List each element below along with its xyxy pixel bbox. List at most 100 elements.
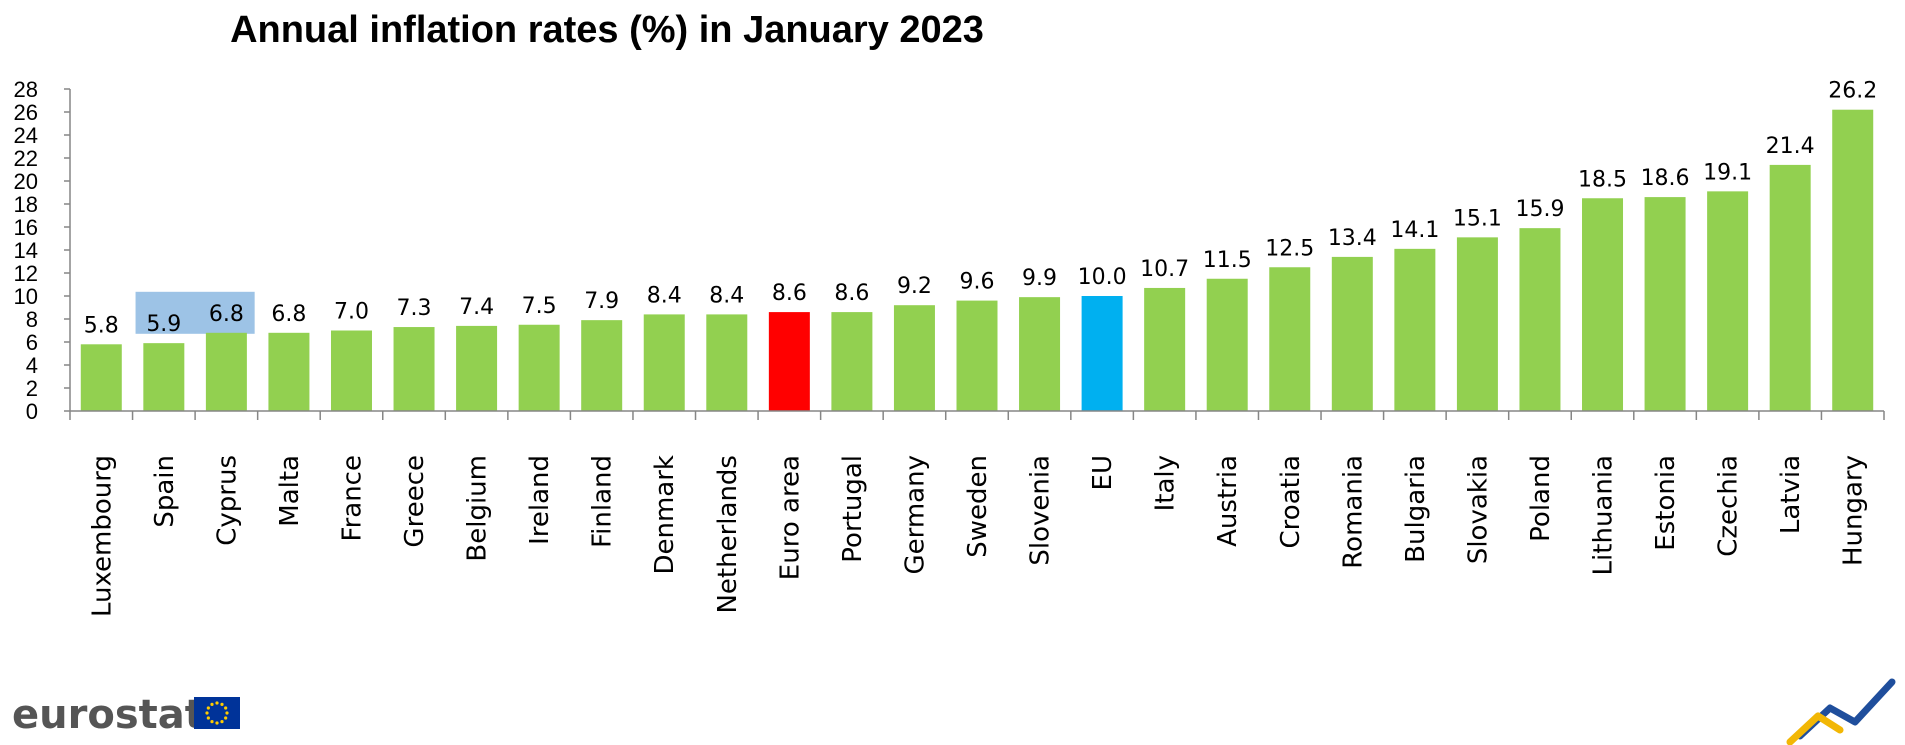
- bar: [706, 314, 748, 411]
- bar: [80, 344, 122, 411]
- category-label: Latvia: [1776, 455, 1806, 534]
- y-tick-label: 22: [14, 146, 38, 171]
- y-tick-label: 18: [14, 192, 38, 217]
- data-label: 15.9: [1515, 197, 1564, 222]
- y-tick-label: 16: [14, 215, 38, 240]
- bar: [205, 332, 247, 411]
- eu-star: [225, 711, 229, 715]
- category-label: Austria: [1213, 455, 1243, 547]
- category-label: Italy: [1151, 455, 1181, 511]
- data-label: 6.8: [209, 302, 244, 327]
- eu-star: [215, 701, 219, 705]
- bar: [268, 332, 310, 411]
- bar: [1456, 237, 1498, 411]
- bar: [1769, 164, 1811, 411]
- data-label: 9.9: [1022, 266, 1057, 291]
- bar: [581, 320, 623, 411]
- data-label: 7.4: [459, 295, 494, 320]
- category-label: Belgium: [463, 455, 493, 562]
- category-label: Ireland: [525, 455, 555, 545]
- y-tick-label: 6: [26, 330, 38, 355]
- eu-star: [220, 702, 224, 706]
- highlight-layer: [135, 291, 255, 334]
- data-label: 13.4: [1328, 226, 1377, 251]
- data-label: 18.6: [1641, 166, 1690, 191]
- bar: [1269, 267, 1311, 411]
- data-label: 8.4: [647, 283, 682, 308]
- data-label: 7.5: [522, 294, 557, 319]
- eu-star: [224, 716, 228, 720]
- category-label: Portugal: [838, 455, 868, 563]
- y-tick-label: 10: [14, 284, 38, 309]
- eu-star: [215, 721, 219, 725]
- data-label: 10.7: [1140, 257, 1189, 282]
- bar: [1644, 197, 1686, 411]
- category-label: Hungary: [1839, 455, 1869, 566]
- category-label: Malta: [275, 455, 305, 527]
- data-label: 5.8: [84, 313, 119, 338]
- data-label: 11.5: [1203, 248, 1252, 273]
- bar: [768, 312, 810, 411]
- y-tick-label: 26: [14, 100, 38, 125]
- bar: [893, 305, 935, 411]
- bar: [1081, 296, 1123, 411]
- y-tick-label: 28: [14, 77, 38, 102]
- eu-star: [224, 706, 228, 710]
- chart-title: Annual inflation rates (%) in January 20…: [230, 9, 984, 51]
- category-label: Croatia: [1276, 455, 1306, 548]
- bar: [831, 312, 873, 411]
- category-label: Denmark: [650, 455, 680, 575]
- bar: [643, 314, 685, 411]
- data-label: 14.1: [1390, 218, 1439, 243]
- category-label: Sweden: [963, 455, 993, 558]
- bar: [393, 327, 435, 411]
- eurostat-logo-text: eurostat: [12, 692, 204, 738]
- category-label: Spain: [150, 455, 180, 528]
- y-tick-label: 2: [26, 376, 38, 401]
- y-tick-label: 8: [26, 307, 38, 332]
- eu-star: [206, 716, 210, 720]
- corner-decoration-icon: [1786, 678, 1896, 745]
- data-label: 19.1: [1703, 160, 1752, 185]
- corner-line-yellow: [1786, 712, 1844, 745]
- bar: [1707, 191, 1749, 411]
- y-tick-label: 20: [14, 169, 38, 194]
- category-label: Germany: [900, 455, 930, 575]
- category-labels-layer: Luxembourg Spain Cyprus Malta France Greece Be…: [87, 455, 1868, 617]
- eu-star: [210, 720, 214, 724]
- data-label: 18.5: [1578, 167, 1627, 192]
- corner-line-blue: [1796, 678, 1896, 740]
- data-label: 5.9: [146, 312, 181, 337]
- category-label: Slovakia: [1463, 455, 1493, 564]
- bar: [1519, 228, 1561, 411]
- eu-star: [206, 706, 210, 710]
- data-label: 8.6: [834, 281, 869, 306]
- category-label: Slovenia: [1026, 455, 1056, 566]
- bar: [1019, 297, 1061, 411]
- eurostat-logo: eurostat: [12, 692, 240, 738]
- data-label: 7.0: [334, 300, 369, 325]
- data-label: 9.2: [897, 274, 932, 299]
- y-tick-label: 24: [14, 123, 38, 148]
- category-label: Netherlands: [713, 455, 743, 614]
- bar: [1394, 248, 1436, 411]
- category-label: Luxembourg: [87, 455, 117, 617]
- bar: [956, 300, 998, 411]
- data-label: 10.0: [1078, 265, 1127, 290]
- category-label: Czechia: [1714, 455, 1744, 557]
- category-label: Lithuania: [1589, 455, 1619, 575]
- category-label: Greece: [400, 455, 430, 548]
- bars-layer: [80, 109, 1874, 411]
- category-label: France: [337, 455, 367, 541]
- bar: [1144, 287, 1186, 411]
- data-label: 21.4: [1766, 134, 1815, 159]
- y-tick-label: 4: [26, 353, 38, 378]
- data-labels-layer: 5.8 5.9 6.8 6.8 7.0 7.3 7.4 7.5 7.9 8.4 8.4 8.6 8.6 9…: [84, 79, 1877, 339]
- bar: [330, 330, 372, 411]
- data-label: 7.9: [584, 289, 619, 314]
- eu-star: [210, 702, 214, 706]
- data-label: 15.1: [1453, 206, 1502, 231]
- bar: [143, 343, 185, 411]
